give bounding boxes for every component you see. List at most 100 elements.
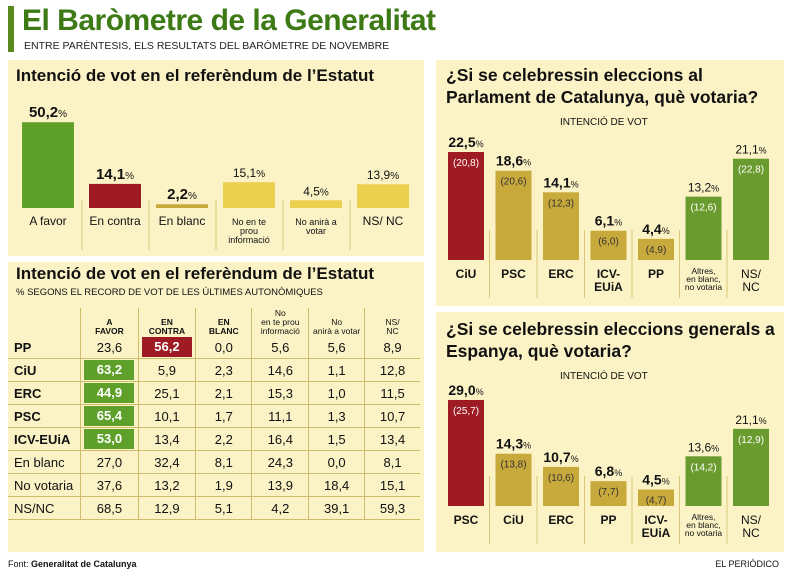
parlament-title: ¿Si se celebressin eleccions al Parlamen… — [446, 65, 759, 107]
parlament-category-6: NS/ — [741, 267, 762, 281]
page-subtitle: ENTRE PARÈNTESIS, ELS RESULTATS DEL BARÒ… — [24, 40, 390, 52]
generals-bar-6 — [733, 428, 769, 506]
table-cell: 23,6 — [80, 336, 139, 359]
parlament-chart: (20,8) 22,5% CiU (20,6) 18,6% PSC (12,3) 14,1% E… — [448, 134, 769, 298]
table-row: NS/NC 68,5 12,9 5,1 4,2 39,1 59,3 — [8, 496, 420, 520]
table-cell: 37,6 — [80, 473, 139, 497]
parlament-bar-1 — [495, 170, 532, 260]
generals-category-6: NC — [742, 526, 760, 540]
column-header-3: No en te prou informació — [251, 308, 309, 336]
generals-value-0: 29,0% — [448, 382, 483, 398]
table-row: En blanc 27,0 32,4 8,1 24,3 0,0 8,1 — [8, 450, 420, 474]
generals-previous-1: (13,8) — [500, 460, 526, 471]
parlament-category-5: no votaria — [685, 282, 723, 292]
referendum-chart: 50,2% A favor 14,1% En contra 2,2% En blanc 15… — [22, 104, 409, 250]
table-cell: 5,9 — [137, 358, 196, 382]
parlament-value-0: 22,5% — [448, 134, 483, 150]
table-cell: 11,5 — [364, 381, 420, 405]
column-header-5: NS/ NC — [364, 308, 420, 336]
table-cell: 0,0 — [308, 450, 365, 474]
table-cell: 2,2 — [195, 427, 252, 451]
generals-caption: INTENCIÓ DE VOT — [560, 371, 648, 382]
source-footer: Font: Generalitat de Catalunya — [8, 559, 137, 569]
referendum-title: Intenció de vot en el referèndum de l’Es… — [16, 66, 375, 85]
column-header-2: EN BLANC — [195, 308, 252, 336]
row-label: PP — [8, 336, 81, 359]
parlament-bar-5 — [685, 196, 722, 260]
table-row: ERC 44,9 25,1 2,1 15,3 1,0 11,5 — [8, 381, 420, 405]
generals-category-4: EUiA — [642, 526, 671, 540]
generals-category-6: NS/ — [741, 513, 762, 527]
table-cell: 15,3 — [251, 381, 309, 405]
generals-previous-6: (12,9) — [738, 435, 764, 446]
generals-value-5: 13,6% — [688, 440, 719, 454]
table-row: ICV-EUiA 53,0 13,4 2,2 16,4 1,5 13,4 — [8, 427, 420, 451]
parlament-previous-1: (20,6) — [500, 177, 526, 188]
generals-category-4: ICV- — [644, 513, 667, 527]
table-row: PSC 65,4 10,1 1,7 11,1 1,3 10,7 — [8, 404, 420, 428]
table-header-row: A FAVOR EN CONTRA EN BLANC No en te prou in… — [8, 308, 420, 336]
table-cell: 32,4 — [137, 450, 196, 474]
table-cell: 65,4 — [80, 404, 139, 428]
parlament-category-5: Altres, — [691, 266, 715, 276]
parlament-value-4: 4,4% — [642, 221, 669, 237]
generals-value-2: 10,7% — [543, 449, 578, 465]
value-label-4: 4,5% — [303, 184, 329, 198]
generals-category-5: en blanc, — [686, 520, 721, 530]
generals-value-1: 14,3% — [496, 436, 531, 452]
table-cell: 1,5 — [308, 427, 365, 451]
table-cell: 5,6 — [308, 336, 365, 359]
bar-0 — [22, 122, 74, 208]
credit-footer: EL PERIÓDICO — [715, 559, 779, 569]
generals-value-6: 21,1% — [735, 413, 766, 427]
table-cell: 16,4 — [251, 427, 309, 451]
table-cell: 5,1 — [195, 496, 252, 520]
table-cell: 8,1 — [195, 450, 252, 474]
table-cell: 8,1 — [364, 450, 420, 474]
table-cell: 4,2 — [251, 496, 309, 520]
table-cell: 1,0 — [308, 381, 365, 405]
table-row: CiU 63,2 5,9 2,3 14,6 1,1 12,8 — [8, 358, 420, 382]
generals-value-3: 6,8% — [595, 463, 622, 479]
generals-bar-3 — [590, 481, 627, 506]
generals-category-0: PSC — [454, 513, 479, 527]
table-cell: 14,6 — [251, 358, 309, 382]
table-cell: 44,9 — [80, 381, 139, 405]
table-cell: 13,4 — [137, 427, 196, 451]
generals-category-1: CiU — [503, 513, 524, 527]
category-label-2: En blanc — [159, 214, 206, 228]
value-label-3: 15,1% — [233, 166, 265, 180]
row-label: PSC — [8, 404, 81, 428]
table-cell: 12,9 — [137, 496, 196, 520]
table-row: PP 23,6 56,2 0,0 5,6 5,6 8,9 — [8, 336, 420, 359]
table-cell: 2,1 — [195, 381, 252, 405]
table-cell: 0,0 — [195, 336, 252, 359]
parlament-panel — [436, 60, 784, 306]
highlight-cell: 44,9 — [84, 383, 135, 403]
table-cell: 13,4 — [364, 427, 420, 451]
table-cell: 68,5 — [80, 496, 139, 520]
table-cell: 56,2 — [137, 336, 196, 359]
parlament-category-4: PP — [648, 267, 664, 281]
table-cell: 39,1 — [308, 496, 365, 520]
parlament-previous-2: (12,3) — [548, 198, 574, 209]
category-label-3: No en te — [232, 217, 266, 227]
row-label: ICV-EUiA — [8, 427, 81, 451]
generals-bar-0 — [448, 399, 484, 506]
table-cell: 10,1 — [137, 404, 196, 428]
row-label: CiU — [8, 358, 81, 382]
generals-previous-4: (4,7) — [646, 496, 667, 507]
generals-bar-2 — [543, 466, 579, 506]
parlament-bar-2 — [543, 192, 579, 260]
generals-category-5: Altres, — [691, 512, 715, 522]
category-label-4: No anirà a — [295, 217, 337, 227]
table-cell: 10,7 — [364, 404, 420, 428]
highlight-cell: 56,2 — [141, 337, 192, 357]
parlament-value-5: 13,2% — [688, 181, 719, 195]
value-label-2: 2,2% — [167, 186, 197, 203]
column-header-0: A FAVOR — [80, 308, 139, 336]
category-label-5: NS/ NC — [363, 214, 404, 228]
table-cell: 13,2 — [137, 473, 196, 497]
table-cell: 5,6 — [251, 336, 309, 359]
generals-bar-1 — [495, 453, 532, 506]
